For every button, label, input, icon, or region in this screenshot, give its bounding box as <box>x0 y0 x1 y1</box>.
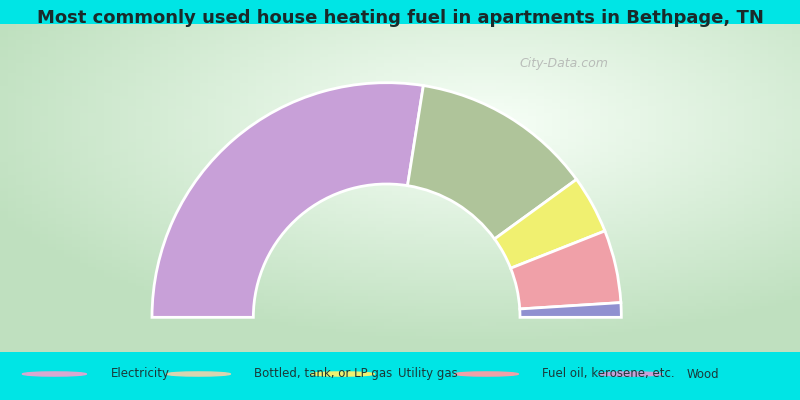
Text: Most commonly used house heating fuel in apartments in Bethpage, TN: Most commonly used house heating fuel in… <box>37 9 763 27</box>
Wedge shape <box>152 83 423 317</box>
Text: Wood: Wood <box>686 368 719 380</box>
Wedge shape <box>520 302 622 317</box>
Text: Fuel oil, kerosene, etc.: Fuel oil, kerosene, etc. <box>542 368 675 380</box>
Wedge shape <box>407 86 577 239</box>
Text: Electricity: Electricity <box>110 368 170 380</box>
Circle shape <box>166 372 230 376</box>
Wedge shape <box>510 231 621 309</box>
Circle shape <box>598 372 662 376</box>
Circle shape <box>310 372 374 376</box>
Circle shape <box>454 372 518 376</box>
Text: Utility gas: Utility gas <box>398 368 458 380</box>
Text: Bottled, tank, or LP gas: Bottled, tank, or LP gas <box>254 368 393 380</box>
Wedge shape <box>494 179 605 268</box>
Circle shape <box>22 372 86 376</box>
Text: City-Data.com: City-Data.com <box>520 57 609 70</box>
